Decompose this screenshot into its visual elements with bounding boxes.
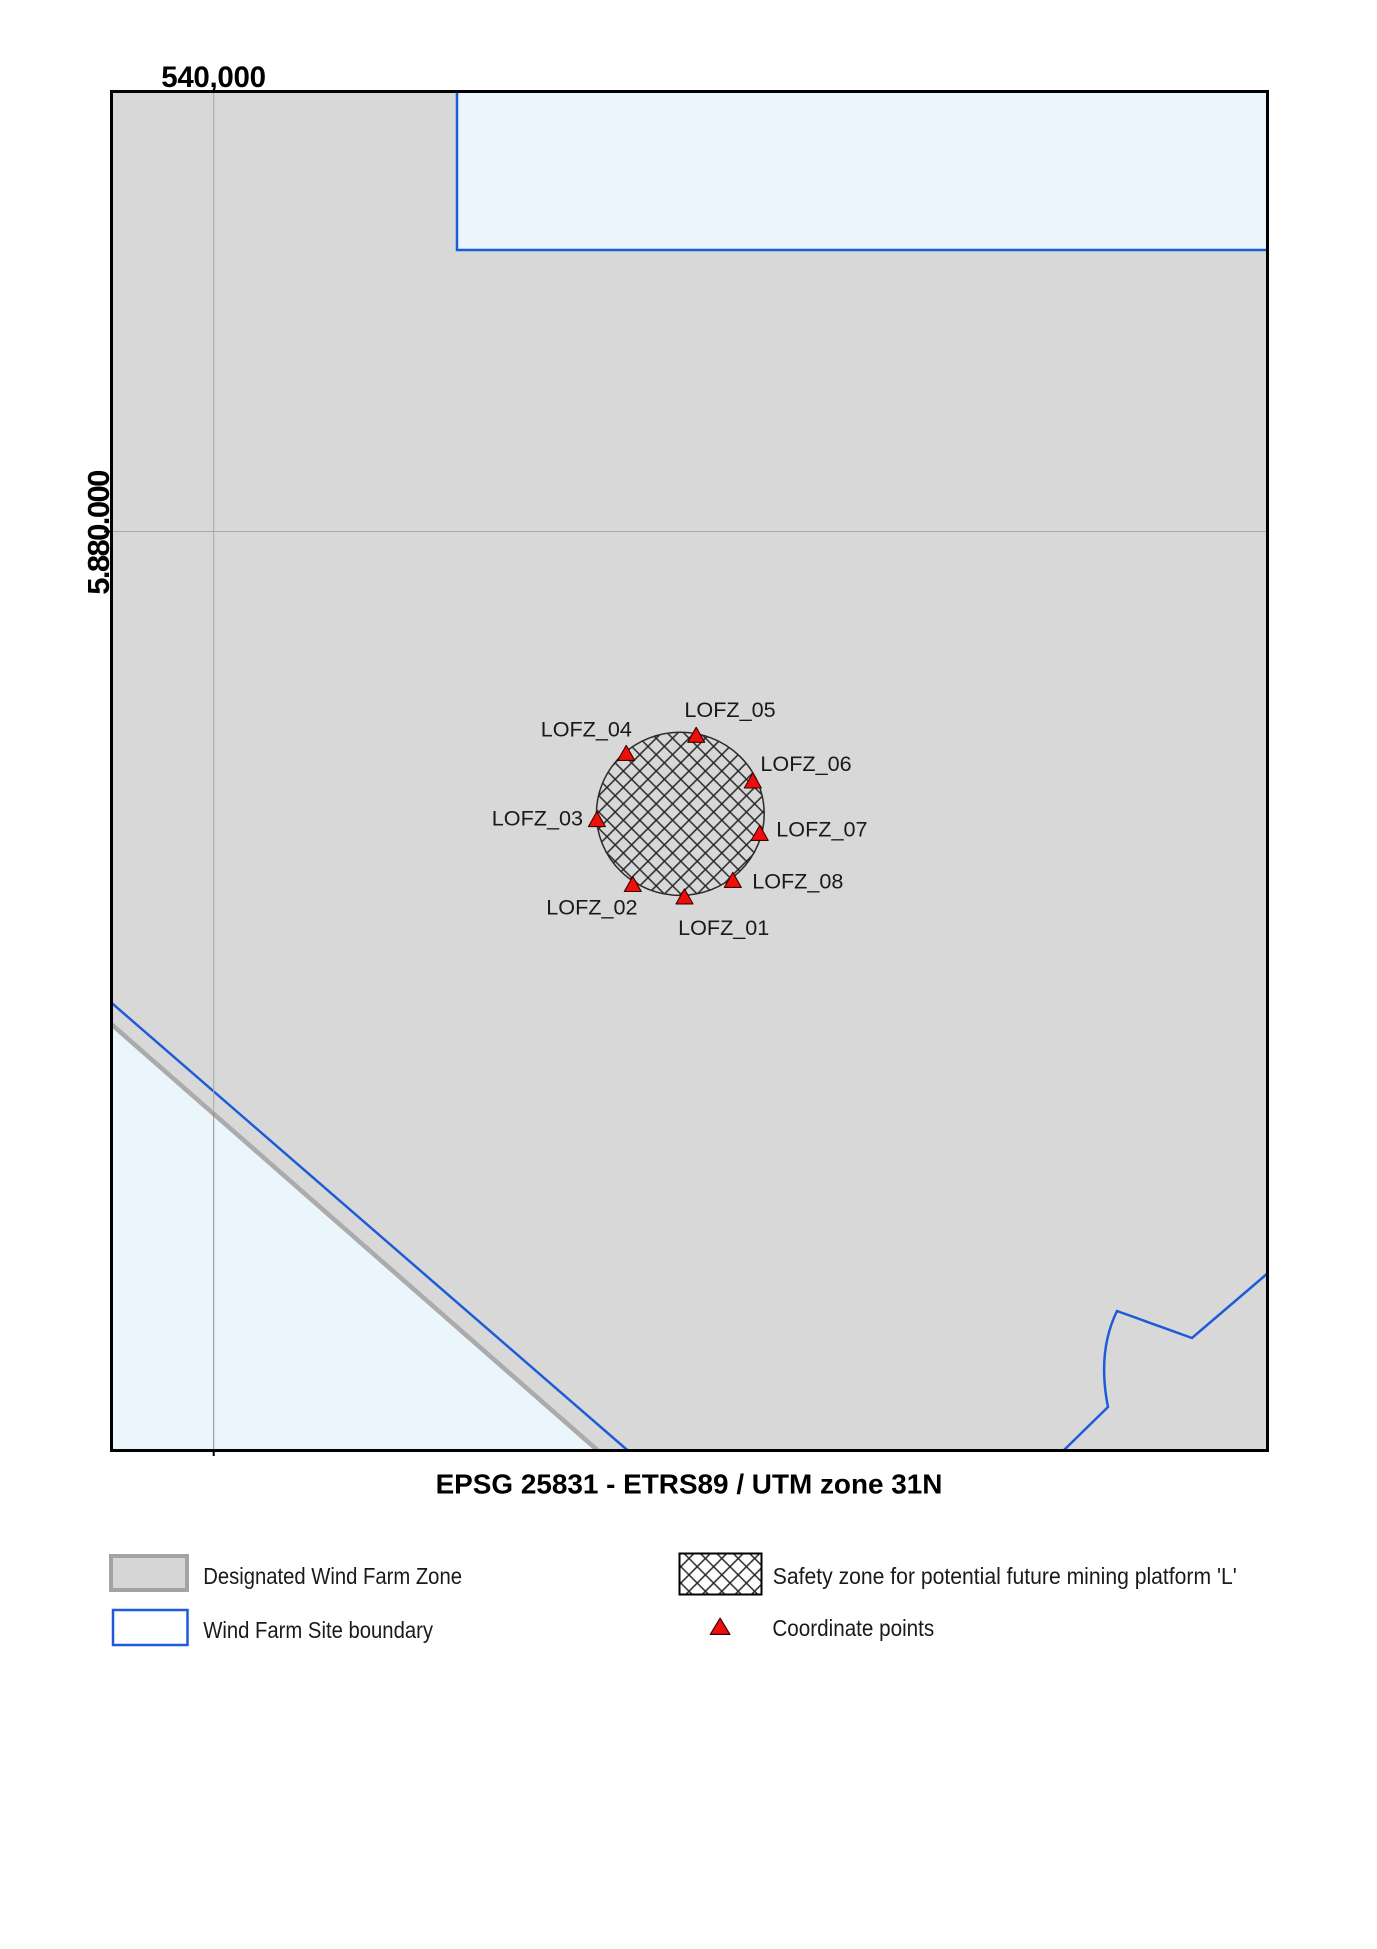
svg-text:Coordinate points: Coordinate points	[772, 1615, 934, 1642]
svg-text:EPSG 25831 - ETRS89 / UTM zone: EPSG 25831 - ETRS89 / UTM zone 31N	[436, 1469, 943, 1500]
svg-text:LOFZ_08: LOFZ_08	[752, 869, 843, 894]
svg-text:Safety zone for potential futu: Safety zone for potential future mining …	[773, 1563, 1237, 1589]
svg-text:LOFZ_02: LOFZ_02	[546, 894, 637, 919]
svg-text:LOFZ_06: LOFZ_06	[760, 751, 851, 776]
svg-text:LOFZ_04: LOFZ_04	[541, 717, 632, 742]
svg-text:LOFZ_03: LOFZ_03	[492, 806, 583, 831]
svg-text:LOFZ_01: LOFZ_01	[678, 915, 769, 940]
svg-text:LOFZ_05: LOFZ_05	[684, 697, 775, 722]
svg-text:5.880.000: 5.880.000	[81, 471, 116, 595]
svg-text:540,000: 540,000	[161, 61, 266, 94]
svg-text:LOFZ_07: LOFZ_07	[776, 817, 867, 842]
svg-text:Wind Farm Site boundary: Wind Farm Site boundary	[203, 1617, 433, 1644]
svg-text:Designated Wind Farm Zone: Designated Wind Farm Zone	[203, 1563, 462, 1590]
